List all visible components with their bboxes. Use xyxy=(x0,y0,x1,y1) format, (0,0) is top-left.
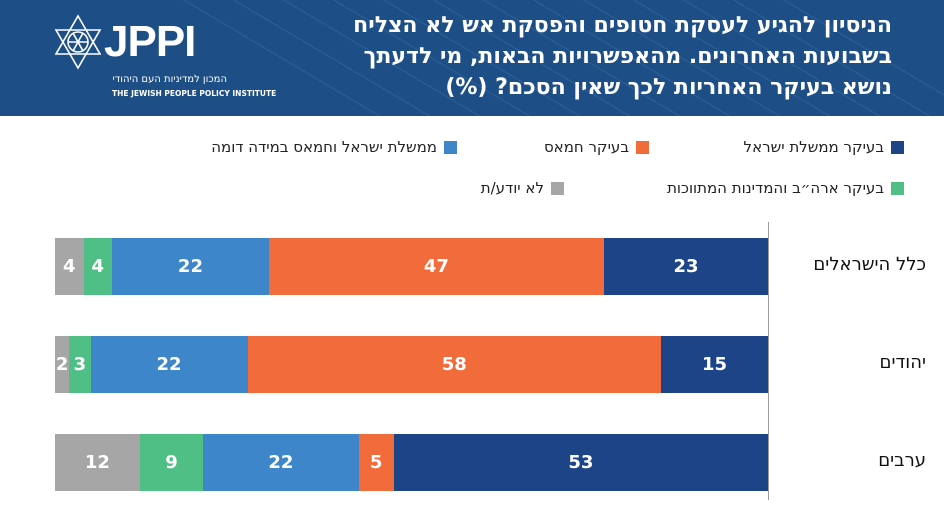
bar-segment-us_mediators: 4 xyxy=(83,238,113,295)
bar-segment-israel_gov: 53 xyxy=(393,434,768,491)
data-label: 5 xyxy=(369,452,383,473)
category-label: כלל הישראלים xyxy=(813,254,926,275)
data-label: 22 xyxy=(177,256,203,277)
category-label: ערבים xyxy=(878,450,926,471)
legend-swatch-israel-gov xyxy=(891,141,904,154)
data-label: 22 xyxy=(268,452,294,473)
legend-item-both: ממשלת ישראל וחמאס במידה דומה xyxy=(127,137,457,157)
header-decoration xyxy=(182,0,944,116)
logo-english-name: THE JEWISH PEOPLE POLICY INSTITUTE xyxy=(112,89,277,98)
data-label: 47 xyxy=(423,256,449,277)
legend-swatch-us-mediators xyxy=(891,182,904,195)
legend-swatch-dont-know xyxy=(551,182,564,195)
data-label: 3 xyxy=(73,354,87,375)
bar-segment-hamas: 47 xyxy=(268,238,604,295)
data-label: 58 xyxy=(441,354,467,375)
bar-segment-hamas: 58 xyxy=(247,336,662,393)
legend-label: בעיקר ממשלת ישראל xyxy=(743,138,884,156)
bar-segment-us_mediators: 9 xyxy=(139,434,204,491)
legend-label: ממשלת ישראל וחמאס במידה דומה xyxy=(211,138,437,156)
bar-segment-both: 22 xyxy=(90,336,248,393)
bar-segment-both: 22 xyxy=(112,238,269,295)
logo-hebrew-name: המכון למדיניות העם היהודי xyxy=(112,74,227,85)
bar-segment-dont_know: 2 xyxy=(55,336,70,393)
data-label: 2 xyxy=(55,354,69,375)
chart-title-line: נושא בעיקר האחריות לכך שאין הסכם? (%) xyxy=(445,75,892,100)
legend-item-israel-gov: בעיקר ממשלת ישראל xyxy=(704,137,904,157)
legend-label: לא יודע/ת xyxy=(480,179,544,197)
bar-segment-us_mediators: 3 xyxy=(69,336,91,393)
bar-segment-both: 22 xyxy=(203,434,359,491)
bar-segment-israel_gov: 23 xyxy=(604,238,768,295)
data-label: 23 xyxy=(673,256,699,277)
data-label: 9 xyxy=(165,452,178,473)
bar-segment-dont_know: 12 xyxy=(55,434,140,491)
bar-segment-hamas: 5 xyxy=(358,434,394,491)
logo-wordmark: JPPI xyxy=(104,17,196,66)
header-banner: JPPI המכון למדיניות העם היהודי THE JEWIS… xyxy=(0,0,944,116)
legend-swatch-hamas xyxy=(636,141,649,154)
bar-segment-israel_gov: 15 xyxy=(661,336,768,393)
data-label: 22 xyxy=(156,354,182,375)
data-label: 12 xyxy=(84,452,110,473)
legend-label: בעיקר ארה״ב והמדינות המתווכות xyxy=(667,179,884,197)
legend-label: בעיקר חמאס xyxy=(543,138,629,156)
chart-title-line: בשבועות האחרונים. מהאפשרויות הבאות, מי ל… xyxy=(363,44,892,69)
data-label: 53 xyxy=(568,452,594,473)
legend-item-hamas: בעיקר חמאס xyxy=(489,137,649,157)
category-label: יהודים xyxy=(879,352,927,373)
legend-swatch-both xyxy=(444,141,457,154)
legend-item-us-mediators: בעיקר ארה״ב והמדינות המתווכות xyxy=(604,178,904,198)
data-label: 4 xyxy=(91,256,105,277)
category-axis-line xyxy=(768,222,769,500)
chart-title: הניסיון להגיע לעסקת חטופים והפסקת אש לא … xyxy=(292,10,892,103)
chart-title-line: הניסיון להגיע לעסקת חטופים והפסקת אש לא … xyxy=(353,13,892,38)
data-label: 4 xyxy=(62,256,76,277)
jppi-logo: JPPI המכון למדיניות העם היהודי THE JEWIS… xyxy=(52,14,276,104)
star-of-david-icon xyxy=(54,14,102,70)
legend-item-dont-know: לא יודע/ת xyxy=(424,178,564,198)
bar-segment-dont_know: 4 xyxy=(55,238,84,295)
data-label: 15 xyxy=(701,354,728,375)
